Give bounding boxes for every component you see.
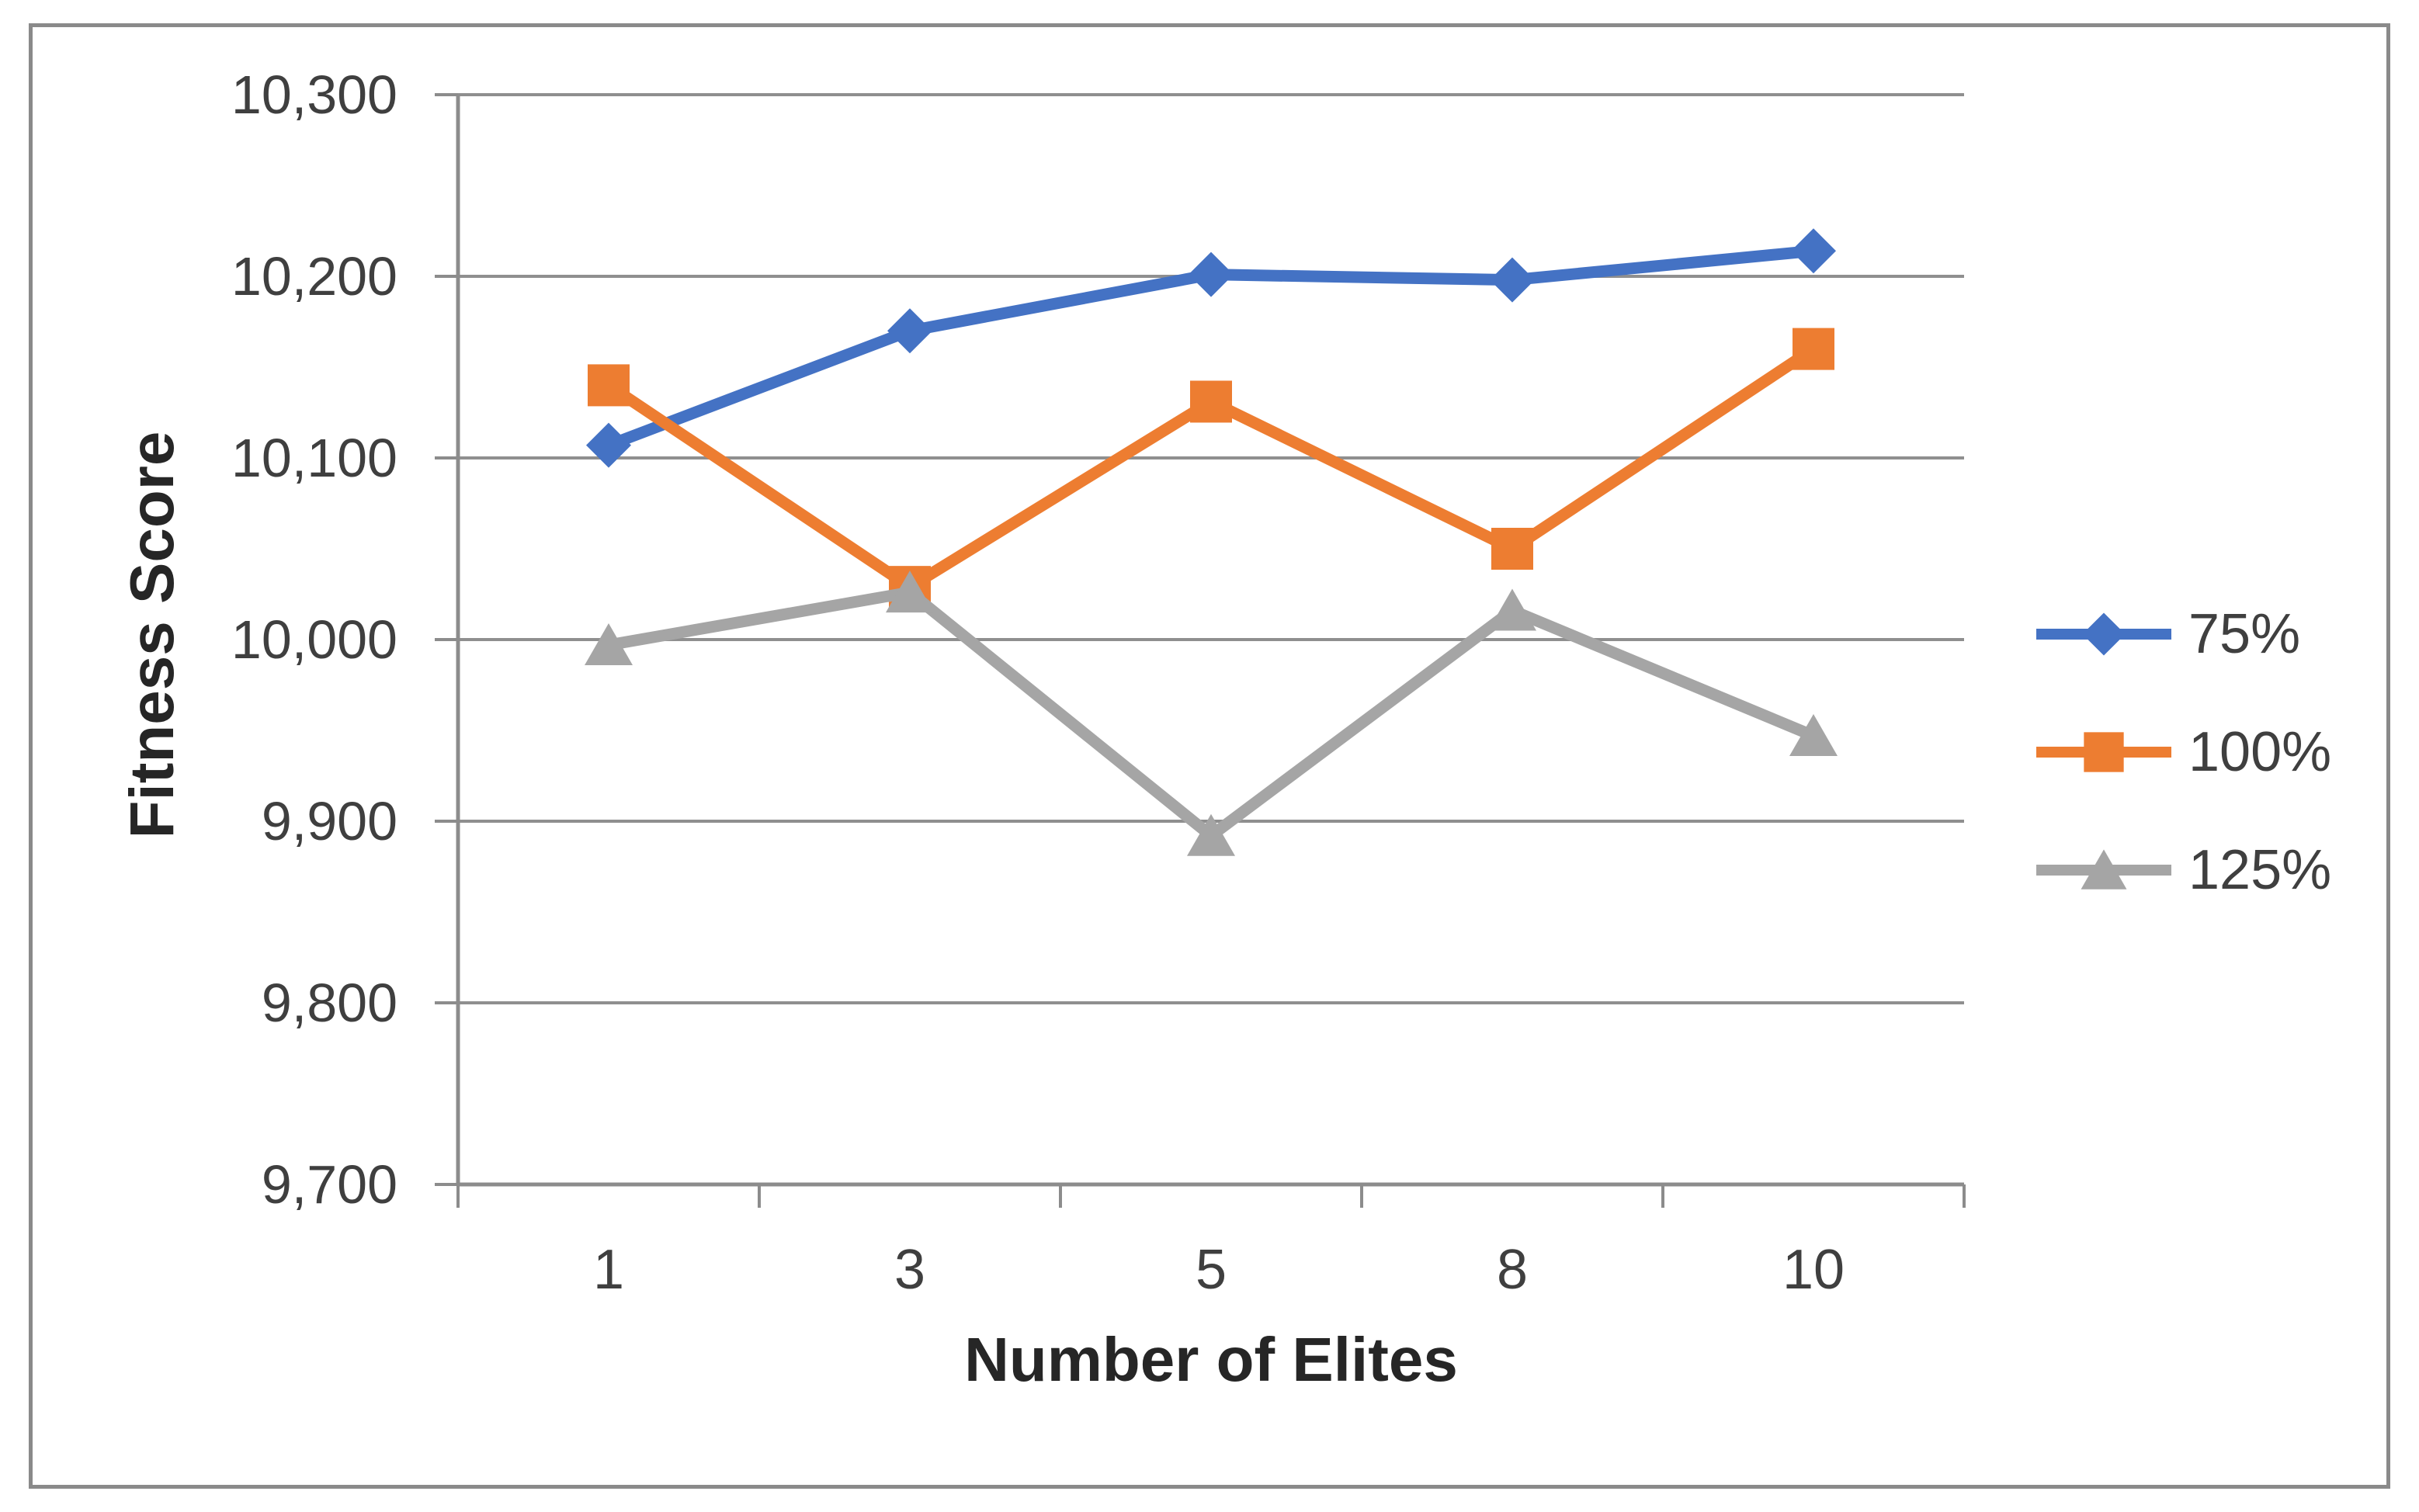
diamond-marker [1791,228,1836,274]
triangle-marker [1187,813,1235,856]
diamond-swatch-icon [2036,612,2171,656]
triangle-marker [1789,714,1838,757]
y-tick-label: 10,200 [231,246,397,307]
y-tick-label: 10,000 [231,609,397,670]
legend: 75% 100% 125% [2030,591,2331,913]
triangle-marker [585,623,633,666]
diamond-marker [1189,251,1234,297]
y-tick-label: 9,700 [262,1154,397,1215]
diamond-marker [586,422,631,468]
square-marker [1190,380,1232,423]
legend-label: 100% [2188,721,2332,783]
diamond-marker [1490,257,1535,303]
y-tick-label: 9,800 [262,973,397,1033]
legend-label: 125% [2188,839,2332,901]
diamond-marker [2082,612,2126,656]
triangle-marker [886,570,934,613]
square-swatch-icon [2036,732,2171,772]
diamond-marker [887,308,932,354]
y-tick-label: 10,300 [231,64,397,125]
x-tick-label: 8 [1497,1239,1528,1301]
legend-item-100%: 100% [2030,709,2331,795]
x-axis-title: Number of Elites [964,1325,1458,1394]
y-axis-title: Fitness Score [117,431,186,839]
series-line-125% [607,586,1816,842]
series-125% [585,570,1838,856]
legend-item-75%: 75% [2030,591,2331,677]
y-tick-label: 9,900 [262,791,397,851]
square-marker [1793,328,1834,370]
y-tick-label: 10,100 [231,428,397,488]
x-tick-label: 10 [1782,1239,1845,1301]
square-marker [1491,528,1533,570]
triangle-swatch-icon [2036,849,2171,890]
x-tick-label: 3 [894,1239,925,1301]
legend-item-125%: 125% [2030,827,2331,913]
square-marker [588,364,630,407]
series-75% [586,228,1836,468]
x-tick-label: 5 [1196,1239,1227,1301]
square-marker [2084,732,2124,772]
x-tick-label: 1 [593,1239,624,1301]
series-100% [588,328,1834,609]
chart-frame [29,23,2390,1489]
triangle-marker [2081,849,2127,890]
legend-label: 75% [2188,603,2301,665]
triangle-marker [1488,588,1536,631]
